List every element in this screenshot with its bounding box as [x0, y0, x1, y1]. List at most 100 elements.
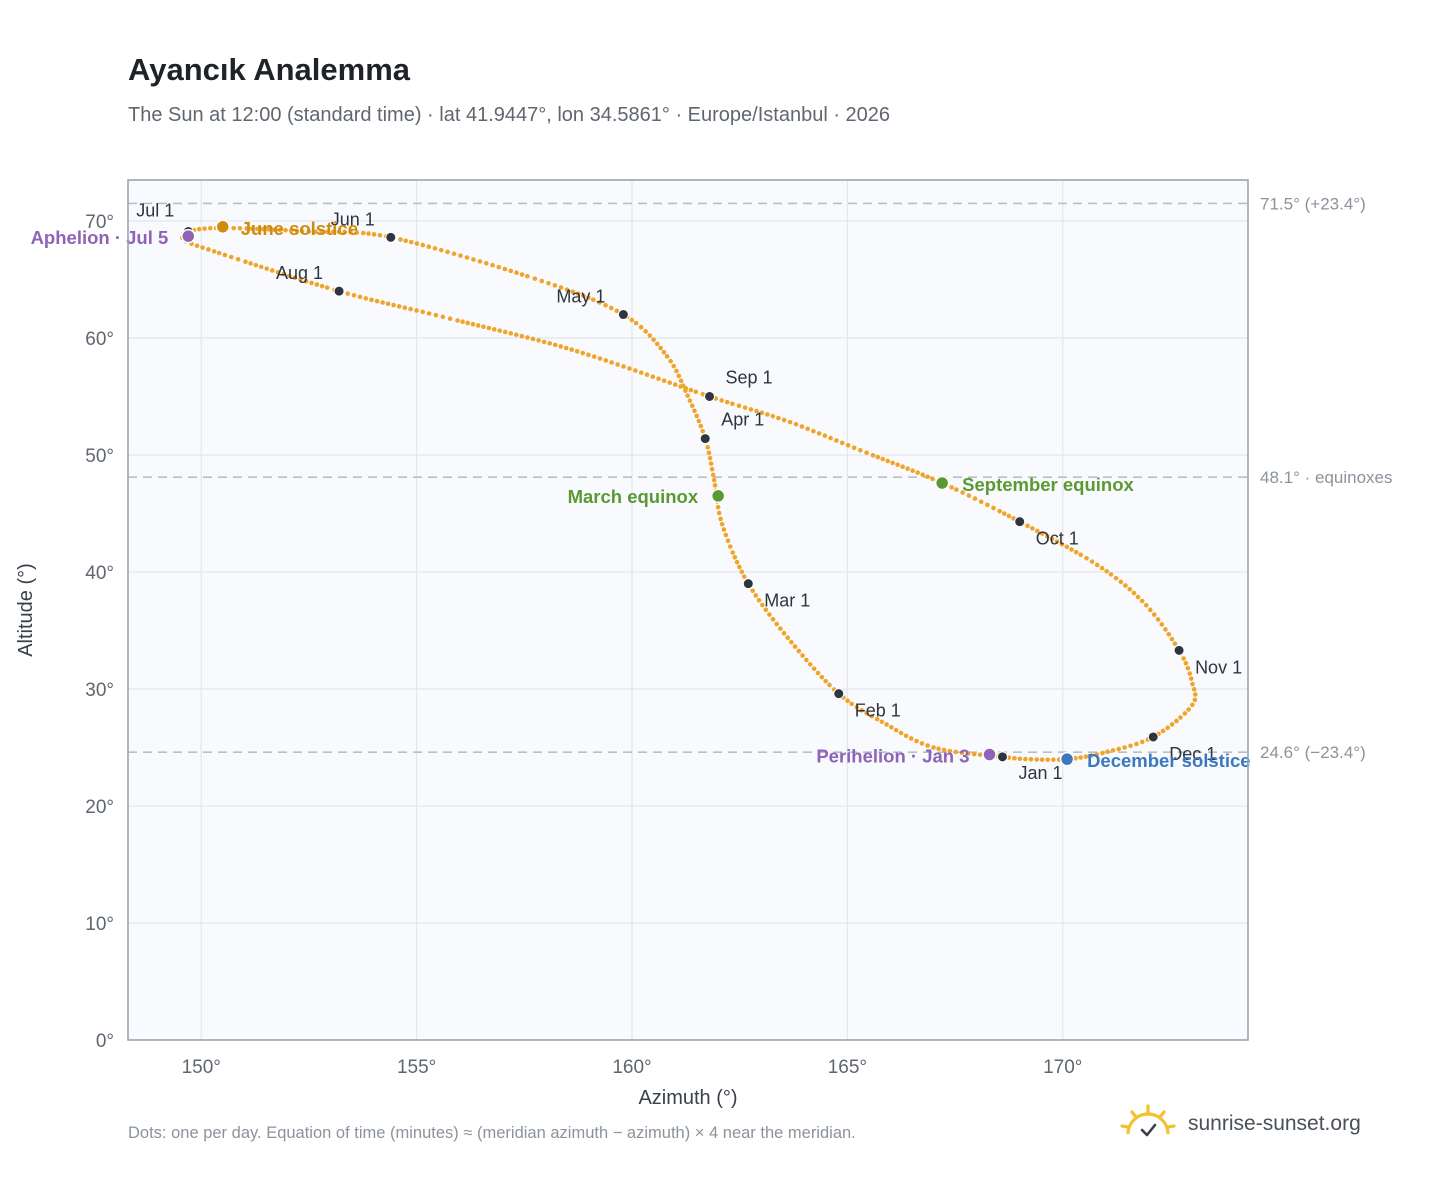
day-dot: [426, 244, 432, 249]
day-dot: [264, 266, 270, 271]
day-dot: [342, 229, 347, 235]
month-marker: [385, 231, 397, 243]
day-dot: [1134, 741, 1139, 747]
day-dot: [243, 259, 248, 265]
day-dot: [1049, 536, 1055, 542]
day-dot: [875, 454, 881, 460]
day-dot: [1122, 745, 1127, 750]
day-dot: [1139, 598, 1145, 604]
day-dot: [914, 738, 919, 744]
day-dot: [760, 602, 765, 608]
day-dot: [692, 408, 697, 414]
day-dot: [580, 350, 586, 356]
day-dot: [721, 527, 727, 532]
reference-line-label: 24.6° (−23.4°): [1260, 743, 1366, 762]
day-dot: [920, 472, 925, 478]
day-dot: [1155, 617, 1161, 622]
day-dot: [281, 271, 286, 277]
event-markers: June solstice March equinox September equi…: [31, 218, 1251, 771]
day-dot: [965, 751, 971, 756]
day-dot: [377, 232, 383, 238]
day-dot: [374, 298, 380, 304]
day-dot: [908, 736, 914, 741]
day-dot: [1187, 671, 1193, 676]
plot-frame: [127, 179, 1249, 1041]
day-dot: [689, 403, 695, 408]
day-dot: [1069, 547, 1074, 552]
day-dot: [351, 293, 357, 298]
day-dot: [678, 384, 683, 389]
day-dot: [770, 616, 776, 622]
day-dot: [947, 748, 953, 754]
day-dot: [644, 372, 650, 377]
day-dot: [709, 466, 715, 472]
month-label: Oct 1: [1036, 529, 1079, 549]
day-dot: [834, 438, 839, 443]
day-dot: [286, 273, 292, 279]
reference-line-label: 48.1° · equinoxes: [1260, 468, 1393, 487]
day-dot: [725, 538, 731, 544]
chart-title: Ayancık Analemma: [128, 52, 410, 87]
day-dot: [1044, 533, 1050, 539]
day-dot: [1113, 575, 1119, 581]
day-dot: [638, 370, 644, 375]
month-label: Apr 1: [721, 410, 764, 430]
day-dot: [997, 508, 1002, 514]
day-dot: [819, 674, 825, 680]
day-dot: [475, 323, 481, 328]
day-dot: [283, 227, 288, 233]
day-dot: [491, 327, 497, 332]
day-dot: [874, 716, 880, 722]
day-dot: [1118, 579, 1124, 585]
day-dot: [497, 328, 503, 333]
day-dot: [753, 593, 759, 598]
day-dot: [345, 291, 351, 296]
month-label: Aug 1: [276, 263, 323, 283]
day-dot: [508, 268, 514, 274]
day-dot: [647, 333, 653, 338]
day-dot: [793, 422, 799, 427]
day-dot: [1139, 739, 1145, 745]
day-dot: [615, 362, 620, 367]
day-dot: [828, 435, 833, 441]
day-dot: [936, 746, 941, 752]
day-dot: [303, 278, 309, 284]
day-dot: [288, 228, 294, 233]
day-dot: [483, 261, 489, 266]
day-dot: [354, 230, 360, 235]
day-dot: [1147, 607, 1153, 613]
day-dot: [805, 426, 810, 432]
day-dot: [879, 719, 885, 725]
day-dot: [1051, 757, 1056, 763]
day-dot: [959, 750, 965, 756]
day-dot: [244, 226, 249, 231]
day-dot: [727, 544, 733, 549]
day-dot: [676, 373, 682, 379]
day-dot: [1084, 555, 1089, 561]
day-dot: [730, 550, 736, 555]
day-dot: [563, 345, 569, 351]
brand[interactable]: sunrise-sunset.org: [1120, 1102, 1361, 1146]
day-dot: [385, 301, 391, 307]
day-dot: [451, 251, 457, 257]
day-dot: [1059, 541, 1065, 547]
month-marker: [1173, 644, 1185, 656]
day-dot: [807, 662, 813, 667]
day-dot: [1135, 594, 1141, 600]
day-dot: [674, 368, 679, 374]
day-dot: [609, 360, 614, 365]
day-dot: [858, 447, 863, 453]
day-dot: [839, 440, 845, 446]
day-dot: [1073, 549, 1079, 555]
day-dot: [260, 226, 266, 232]
day-dot: [711, 477, 717, 483]
day-dot: [447, 316, 453, 321]
day-dot: [787, 419, 793, 425]
day-dot: [396, 304, 402, 309]
y-tick-label: 10°: [85, 914, 114, 935]
day-dot: [672, 382, 678, 387]
day-dot: [502, 329, 508, 335]
day-dot: [864, 450, 869, 456]
day-dot: [591, 354, 597, 359]
month-marker: [833, 688, 845, 700]
